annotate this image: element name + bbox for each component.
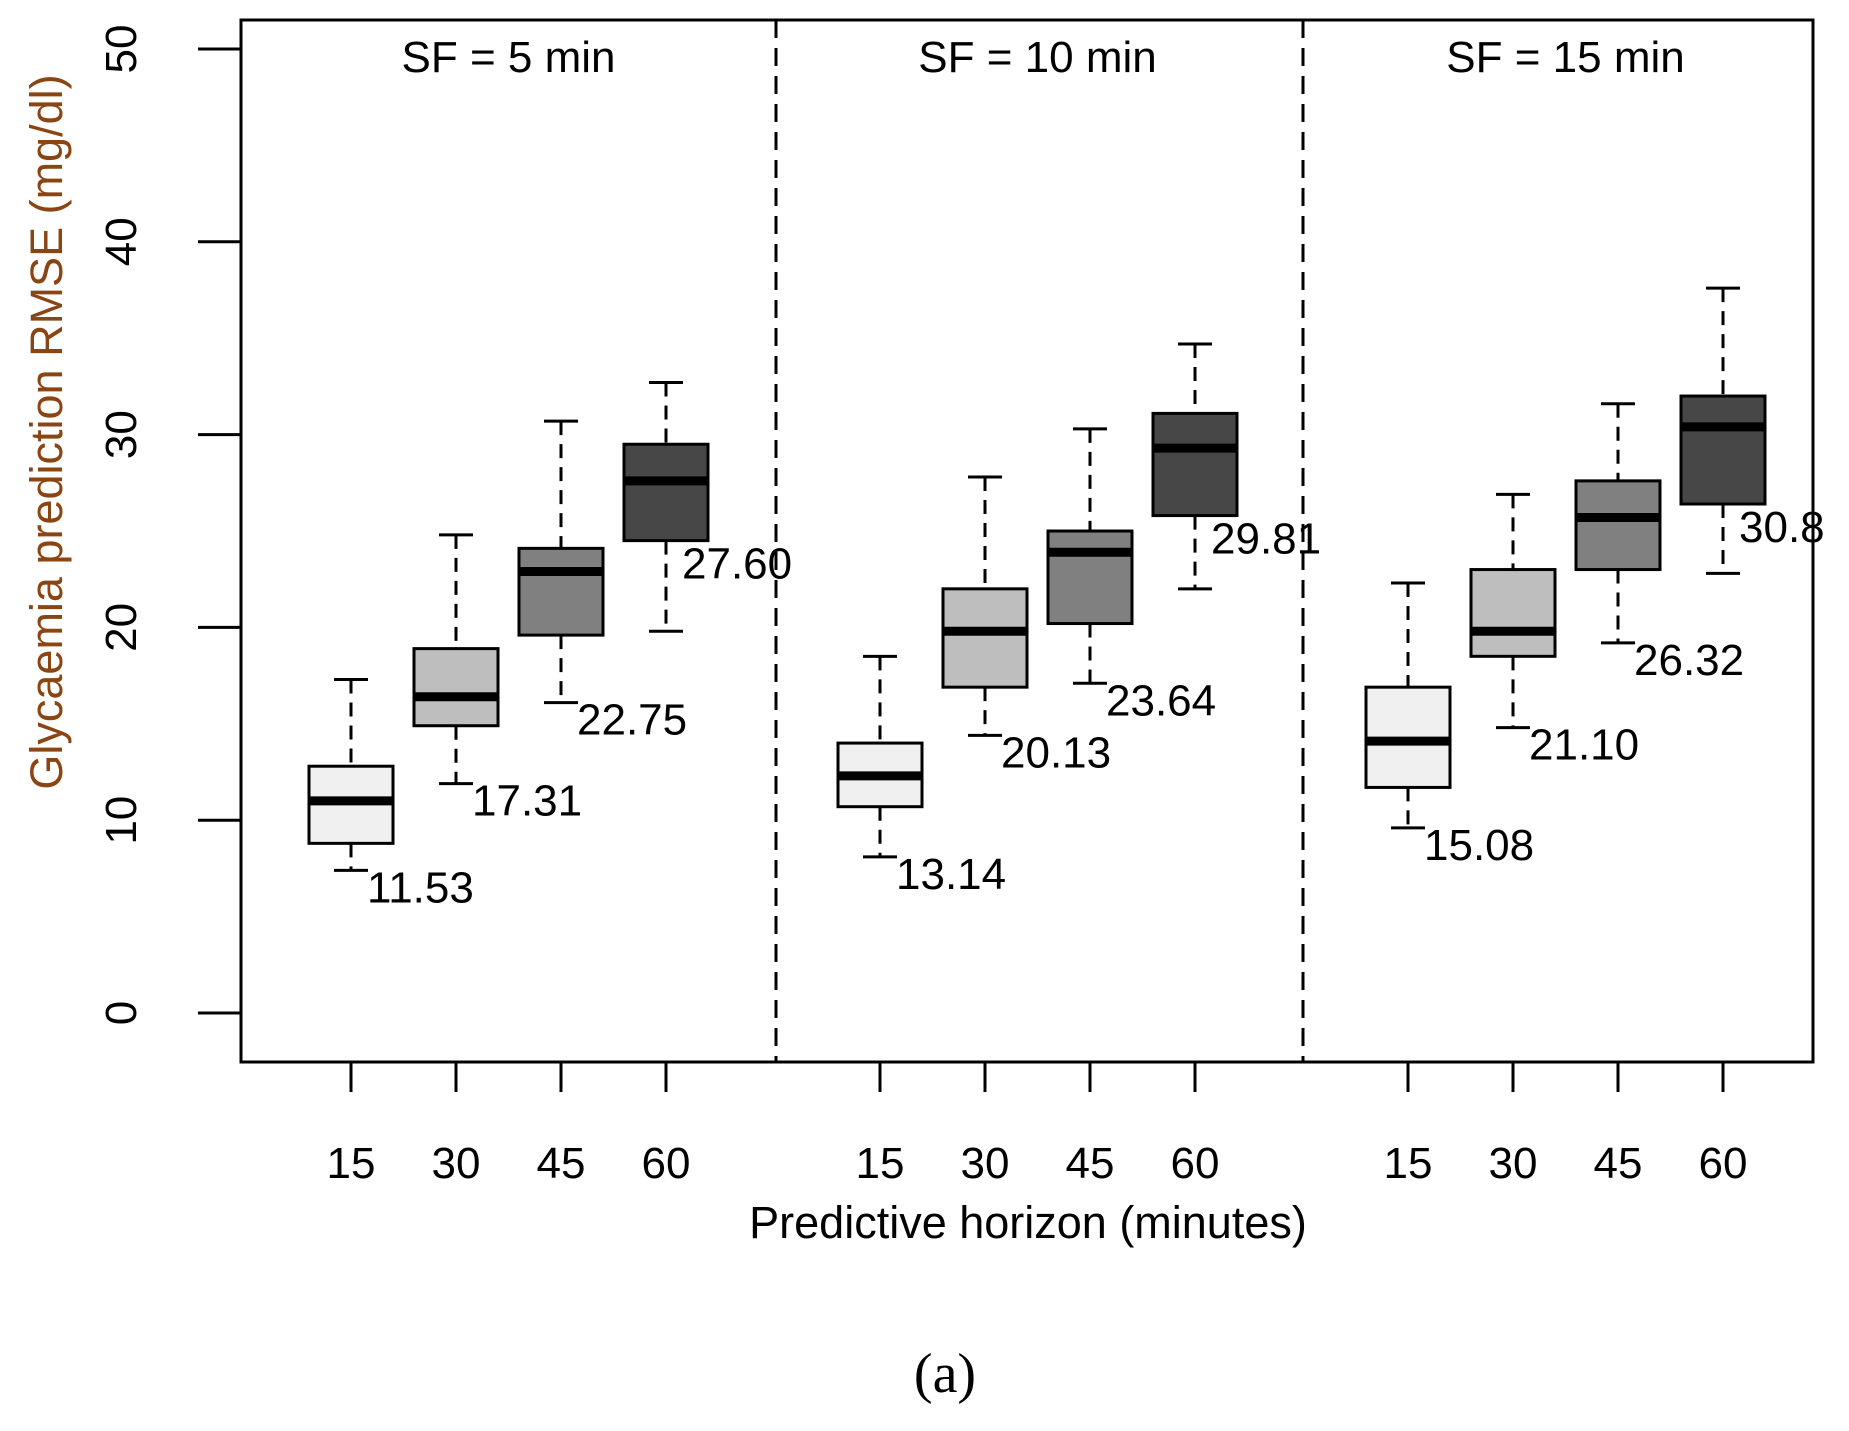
figure-caption: (a) [914,1343,976,1405]
mean-value-label: 21.10 [1529,721,1639,770]
y-tick-label: 40 [97,217,146,266]
mean-value-label: 27.60 [682,540,792,589]
panel-title: SF = 10 min [918,33,1156,82]
box-iqr [1469,568,1557,658]
mean-value-label: 29.81 [1211,515,1321,564]
x-tick-label: 30 [961,1139,1010,1188]
y-tick-label: 10 [97,796,146,845]
box-iqr [1574,479,1662,572]
x-tick-label: 45 [537,1139,586,1188]
x-tick-label: 15 [856,1139,905,1188]
panel-title: SF = 5 min [402,33,616,82]
x-tick-label: 45 [1066,1139,1115,1188]
x-tick-label: 45 [1594,1139,1643,1188]
mean-value-label: 15.08 [1424,821,1534,870]
mean-value-label: 26.32 [1634,636,1744,685]
x-tick-label: 30 [432,1139,481,1188]
mean-value-label: 22.75 [577,696,687,745]
mean-value-label: 17.31 [472,777,582,826]
y-tick-label: 50 [97,25,146,74]
box-iqr [622,442,710,543]
plot-frame [239,18,1815,1064]
panels-layer [307,20,1767,1062]
x-tick-label: 60 [642,1139,691,1188]
panel-title: SF = 15 min [1446,33,1684,82]
mean-value-label: 13.14 [896,850,1006,899]
axes-layer: 0 10 20 30 40 50 15 30 45 60 15 30 45 60 15 30 45 60 [97,25,1747,1188]
x-tick-label: 60 [1171,1139,1220,1188]
y-axis-title: Glycaemia prediction RMSE (mg/dl) [21,74,72,789]
y-tick-label: 0 [97,1001,146,1025]
x-tick-label: 60 [1699,1139,1748,1188]
box-iqr [1151,411,1239,518]
x-axis-title: Predictive horizon (minutes) [749,1197,1307,1248]
box-iqr [941,587,1029,689]
mean-value-label: 20.13 [1001,728,1111,777]
box-iqr [517,546,605,637]
x-tick-label: 30 [1489,1139,1538,1188]
mean-value-label: 23.64 [1106,676,1216,725]
y-tick-label: 20 [97,603,146,652]
y-tick-label: 30 [97,410,146,459]
x-tick-label: 15 [327,1139,376,1188]
box-iqr [412,647,500,728]
mean-value-label: 11.53 [367,863,474,912]
box-iqr [1046,529,1134,626]
x-tick-label: 15 [1384,1139,1433,1188]
mean-value-label: 30.8 [1739,503,1825,552]
box-iqr [1679,394,1767,506]
annotations-layer: SF = 5 min 11.53 17.31 22.75 27.60 SF = 10 mi… [367,33,1825,912]
